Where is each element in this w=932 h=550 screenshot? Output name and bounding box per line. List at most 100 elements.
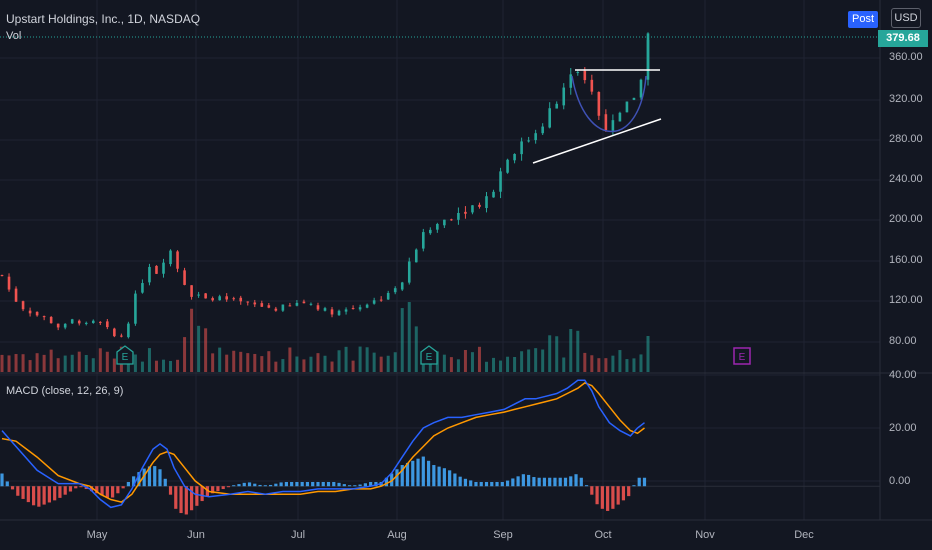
macd-histogram-bar [300, 481, 304, 487]
upcoming-earnings-label: E [739, 352, 746, 363]
upcoming-earnings-marker[interactable] [733, 347, 751, 365]
earnings-marker[interactable] [116, 345, 134, 365]
candle-body [21, 301, 25, 310]
macd-histogram-bar [247, 482, 252, 487]
macd-histogram-bar [126, 481, 130, 487]
volume-bar [548, 335, 552, 372]
volume-bar [323, 355, 327, 372]
macd-histogram-bar [295, 481, 299, 487]
volume-bar [456, 359, 460, 372]
candle-body [492, 191, 495, 198]
volume-bar [358, 346, 362, 372]
time-axis-tick: Aug [387, 529, 407, 541]
time-axis-tick: Jul [290, 529, 306, 541]
candle-body [260, 303, 264, 307]
candle-body [429, 229, 432, 234]
macd-histogram-bar [590, 486, 594, 495]
macd-histogram-bar [137, 472, 141, 487]
candle-body [155, 265, 158, 274]
volume-bar [386, 355, 390, 372]
volume-bar [428, 358, 432, 372]
macd-histogram-bar [616, 486, 620, 505]
volume-bar [576, 330, 580, 372]
macd-histogram-bar [42, 486, 46, 505]
macd-histogram-bar [421, 456, 425, 487]
candle-body [211, 298, 214, 301]
macd-histogram-bar [268, 484, 273, 487]
macd-histogram-bar [226, 486, 231, 488]
candle-body [457, 212, 460, 220]
rising-support-line[interactable] [532, 118, 662, 164]
volume-bar [485, 361, 488, 372]
volume-bar [442, 354, 446, 372]
volume-bar [7, 355, 11, 372]
price-axis-tick: 160.00 [889, 254, 923, 266]
volume-bar [590, 355, 594, 372]
macd-histogram-bar [37, 486, 41, 507]
candle-body [239, 297, 243, 302]
candle-body [646, 33, 650, 70]
candle-body [562, 87, 566, 106]
macd-histogram-bar [189, 486, 194, 511]
volume-bar [379, 356, 383, 372]
volume-bar [527, 349, 531, 372]
macd-histogram-bar [311, 481, 315, 487]
macd-histogram-bar [195, 486, 199, 506]
macd-histogram-bar [584, 485, 589, 487]
volume-bar [499, 360, 503, 372]
macd-histogram-bar [632, 485, 636, 487]
candle-body [14, 288, 18, 302]
price-axis-tick: 80.00 [889, 335, 917, 347]
volume-bar [302, 359, 306, 372]
earnings-marker[interactable] [420, 345, 438, 365]
currency-button[interactable]: USD [891, 8, 921, 28]
macd-histogram-bar [337, 482, 341, 487]
volume-bar [70, 354, 74, 372]
macd-histogram-bar [548, 477, 552, 487]
candle-body [253, 302, 257, 305]
volume-bar [211, 353, 215, 372]
volume-legend[interactable]: Vol [6, 30, 22, 42]
macd-legend[interactable]: MACD (close, 12, 26, 9) [6, 385, 124, 397]
macd-histogram-bar [58, 486, 62, 498]
macd-histogram-bar [216, 486, 220, 492]
candle-body [295, 302, 299, 306]
candle-body [42, 316, 46, 318]
candle-body [520, 141, 523, 155]
candle-body [176, 251, 179, 269]
macd-histogram-bar [500, 481, 504, 487]
candle-body [204, 293, 207, 299]
macd-histogram-bar [95, 486, 99, 494]
macd-histogram-bar [253, 483, 257, 487]
macd-histogram-bar [463, 478, 468, 487]
cup-pattern-arc[interactable] [571, 75, 647, 133]
macd-histogram-bar [258, 484, 262, 487]
candle-body [386, 292, 390, 300]
symbol-title: Upstart Holdings, Inc., 1D, NASDAQ [6, 12, 201, 26]
macd-histogram-bar [163, 478, 167, 487]
volume-bar [126, 360, 130, 372]
volume-bar [204, 328, 208, 372]
candle-body [576, 72, 580, 74]
candle-body [450, 219, 453, 221]
volume-bar [21, 354, 25, 372]
macd-histogram-bar [637, 477, 641, 487]
volume-bar [112, 358, 116, 372]
price-axis-tick: 280.00 [889, 133, 923, 145]
volume-bar [555, 336, 559, 372]
candle-body [246, 301, 250, 303]
candle-body [485, 196, 488, 209]
price-axis-tick: 320.00 [889, 93, 923, 105]
candle-body [344, 309, 348, 312]
price-axis-tick: 360.00 [889, 51, 923, 63]
candle-body [548, 108, 551, 128]
macd-histogram-bar [542, 477, 547, 487]
macd-histogram-bar [458, 476, 462, 487]
candle-body [527, 140, 530, 142]
candle-body [7, 276, 11, 290]
candle-body [302, 301, 306, 304]
candle-body [358, 307, 362, 310]
macd-axis-tick: 40.00 [889, 369, 917, 381]
